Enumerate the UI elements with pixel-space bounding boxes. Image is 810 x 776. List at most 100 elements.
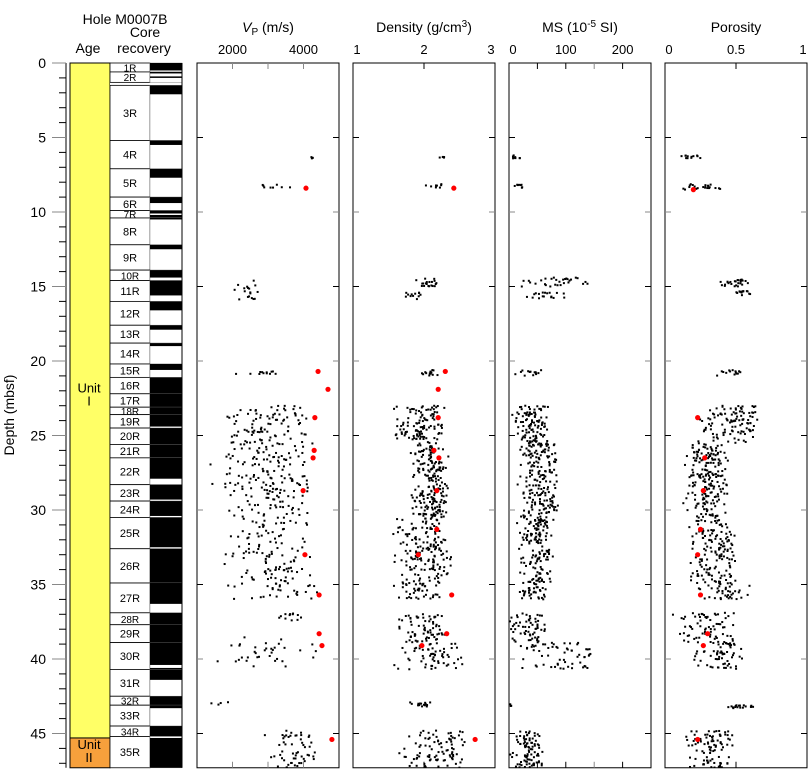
log-point [726, 280, 729, 283]
log-point [260, 439, 263, 442]
log-point [715, 475, 718, 478]
log-point [426, 704, 429, 707]
log-point [427, 636, 430, 639]
log-point [267, 473, 270, 476]
log-point [529, 521, 532, 524]
log-point [270, 550, 273, 553]
log-point [536, 431, 539, 434]
log-point [440, 615, 443, 618]
log-point [433, 425, 436, 428]
log-point [531, 469, 534, 472]
log-point [438, 522, 441, 525]
log-point [707, 626, 710, 629]
log-point [234, 660, 237, 663]
log-point [418, 500, 421, 503]
log-point [431, 596, 434, 599]
log-point [525, 295, 528, 298]
log-point [526, 411, 529, 414]
log-point [683, 463, 686, 466]
log-point [522, 594, 525, 597]
log-point [540, 762, 543, 765]
log-point [436, 438, 439, 441]
discrete-sample-point [700, 488, 706, 494]
log-point [705, 461, 708, 464]
log-point [432, 474, 435, 477]
log-point [734, 590, 737, 593]
log-point [727, 706, 730, 709]
log-point [418, 292, 421, 295]
log-point [563, 642, 566, 645]
log-point [690, 155, 693, 158]
log-point [706, 187, 709, 190]
log-point [722, 431, 725, 434]
log-point [704, 486, 707, 489]
log-point [538, 556, 541, 559]
log-point [419, 416, 422, 419]
log-point [744, 440, 747, 443]
log-point [529, 560, 532, 563]
log-point [430, 527, 433, 530]
log-point [698, 448, 701, 451]
log-point [267, 496, 270, 499]
log-point [526, 535, 529, 538]
log-point [451, 751, 454, 754]
log-point [708, 568, 711, 571]
log-point [712, 650, 715, 653]
log-point [272, 498, 275, 501]
log-point [703, 743, 706, 746]
log-point [423, 501, 426, 504]
log-point [697, 613, 700, 616]
log-point [547, 491, 550, 494]
log-point [432, 627, 435, 630]
x-tick-label: 100 [555, 42, 577, 57]
log-point [262, 524, 265, 527]
log-point [527, 630, 530, 633]
log-point [433, 404, 436, 407]
log-point [543, 499, 546, 502]
log-point [525, 539, 528, 542]
log-point [695, 187, 698, 190]
log-point [696, 570, 699, 573]
discrete-sample-point [697, 526, 704, 532]
log-point [698, 475, 701, 478]
log-point [398, 526, 401, 529]
log-point [519, 463, 522, 466]
log-point [515, 754, 518, 757]
log-point [412, 462, 415, 465]
log-point [233, 434, 236, 437]
log-point [720, 523, 723, 526]
log-point [422, 657, 425, 660]
log-point [688, 476, 691, 479]
log-point [450, 757, 453, 760]
log-point [286, 430, 289, 433]
log-point [409, 616, 412, 619]
log-point [720, 657, 723, 660]
log-point [411, 407, 414, 410]
log-point [729, 595, 732, 598]
log-point [457, 734, 460, 737]
log-point [530, 452, 533, 455]
core-label: 14R [120, 349, 140, 361]
log-point [266, 489, 269, 492]
log-point [396, 425, 399, 428]
log-point [418, 647, 421, 650]
log-point [421, 490, 424, 493]
log-point [714, 635, 717, 638]
log-point [251, 597, 254, 600]
log-point [307, 735, 310, 738]
y-tick-label: 40 [30, 651, 46, 667]
log-point [704, 468, 707, 471]
log-point [407, 614, 410, 617]
log-point [534, 434, 537, 437]
log-point [517, 624, 520, 627]
log-point [431, 652, 434, 655]
log-point [527, 580, 530, 583]
log-point [441, 750, 444, 753]
log-point [582, 282, 585, 285]
log-point [433, 636, 436, 639]
log-point [704, 549, 707, 552]
log-point [534, 372, 537, 375]
log-point [546, 405, 549, 408]
log-point [726, 526, 729, 529]
